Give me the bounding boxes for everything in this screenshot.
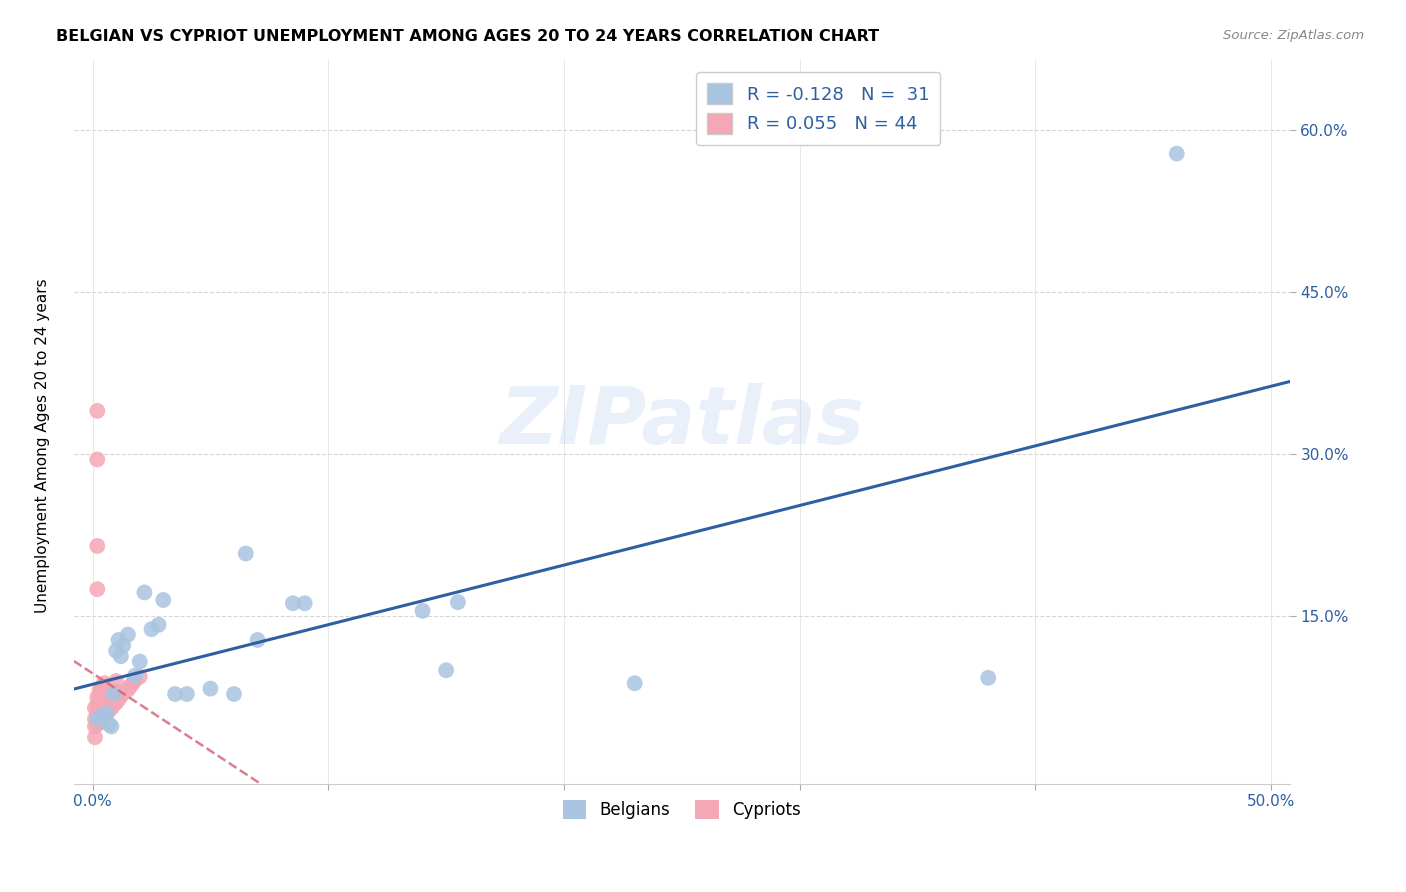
Point: [91, 701, 114, 715]
Point: [86, 717, 108, 731]
Point: [96, 685, 118, 699]
Point: [86, 690, 108, 705]
Point: [977, 671, 1000, 685]
Point: [105, 685, 128, 699]
Point: [134, 585, 156, 599]
Point: [200, 681, 222, 696]
Point: [96, 706, 118, 721]
Point: [98, 703, 121, 717]
Point: [103, 687, 125, 701]
Point: [89, 682, 111, 697]
Point: [112, 639, 135, 653]
Point: [447, 595, 470, 609]
Point: [100, 690, 122, 705]
Point: [148, 618, 170, 632]
Point: [105, 674, 128, 689]
Point: [86, 539, 108, 553]
Point: [128, 655, 150, 669]
Point: [86, 404, 108, 418]
Point: [93, 698, 115, 712]
Legend: Belgians, Cypriots: Belgians, Cypriots: [557, 794, 807, 826]
Point: [86, 712, 108, 726]
Point: [246, 632, 269, 647]
Point: [107, 632, 129, 647]
Point: [103, 687, 125, 701]
Point: [107, 692, 129, 706]
Point: [91, 690, 114, 705]
Point: [165, 687, 187, 701]
Point: [86, 698, 108, 712]
Text: Unemployment Among Ages 20 to 24 years: Unemployment Among Ages 20 to 24 years: [35, 278, 49, 614]
Point: [100, 701, 122, 715]
Point: [110, 689, 132, 703]
Point: [96, 696, 118, 710]
Point: [93, 676, 115, 690]
Text: BELGIAN VS CYPRIOT UNEMPLOYMENT AMONG AGES 20 TO 24 YEARS CORRELATION CHART: BELGIAN VS CYPRIOT UNEMPLOYMENT AMONG AG…: [56, 29, 879, 44]
Point: [294, 596, 316, 610]
Point: [1166, 146, 1188, 161]
Point: [84, 719, 107, 733]
Point: [84, 731, 107, 745]
Point: [89, 693, 111, 707]
Point: [91, 708, 114, 723]
Point: [124, 673, 146, 687]
Point: [91, 712, 114, 726]
Point: [84, 712, 107, 726]
Point: [117, 682, 139, 697]
Text: ZIPatlas: ZIPatlas: [499, 383, 865, 460]
Point: [93, 687, 115, 701]
Point: [86, 706, 108, 721]
Point: [98, 717, 121, 731]
Point: [84, 701, 107, 715]
Point: [103, 698, 125, 712]
Text: Source: ZipAtlas.com: Source: ZipAtlas.com: [1223, 29, 1364, 42]
Point: [128, 670, 150, 684]
Point: [93, 708, 115, 723]
Point: [112, 686, 135, 700]
Point: [96, 706, 118, 721]
Point: [176, 687, 198, 701]
Point: [120, 680, 142, 694]
Point: [91, 680, 114, 694]
Point: [105, 696, 128, 710]
Point: [623, 676, 645, 690]
Point: [152, 593, 174, 607]
Point: [89, 715, 111, 730]
Point: [121, 676, 143, 690]
Point: [124, 668, 146, 682]
Point: [100, 719, 122, 733]
Point: [86, 582, 108, 597]
Point: [98, 692, 121, 706]
Point: [434, 663, 457, 677]
Point: [89, 704, 111, 718]
Point: [117, 627, 139, 641]
Point: [86, 452, 108, 467]
Point: [141, 622, 163, 636]
Point: [281, 596, 304, 610]
Point: [105, 644, 128, 658]
Point: [235, 547, 257, 561]
Point: [222, 687, 245, 701]
Point: [412, 604, 434, 618]
Point: [110, 649, 132, 664]
